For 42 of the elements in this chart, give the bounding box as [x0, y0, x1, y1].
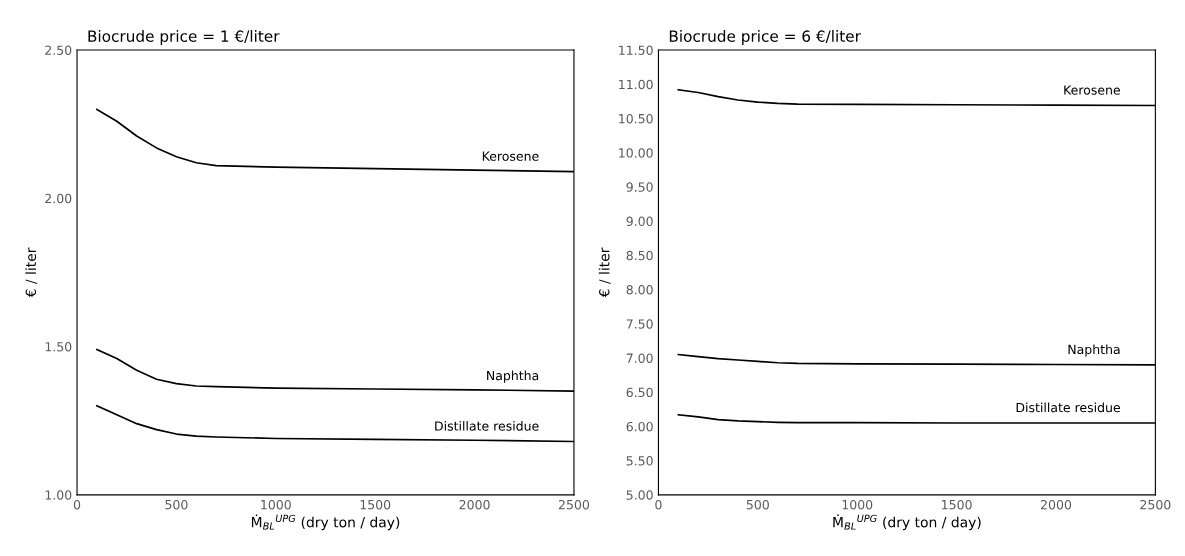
series-label: Kerosene: [482, 151, 539, 161]
x-tick-label: 2000: [1041, 499, 1072, 510]
y-tick-label: 9.00: [626, 216, 653, 227]
y-tick-label: 2.00: [45, 193, 72, 204]
y-tick-label: 6.00: [626, 421, 653, 432]
x-tick-label: 0: [655, 499, 662, 510]
y-tick-label: 5.00: [626, 490, 653, 500]
series-label: Distillate residue: [435, 421, 539, 431]
x-axis-title: Ṁ$_{BL}$$^{UPG}$ (dry ton / day): [251, 514, 400, 531]
y-tick-label: 8.00: [626, 285, 653, 295]
x-tick-label: 1500: [942, 499, 972, 510]
y-tick-label: 2.50: [45, 45, 72, 55]
y-tick-label: 7.00: [626, 353, 653, 363]
series-label: Naphtha: [1068, 344, 1120, 357]
x-tick-label: 500: [165, 499, 188, 510]
y-tick-label: 8.50: [626, 250, 653, 261]
chart-title: Biocrude price = 6 €/liter: [669, 30, 861, 45]
y-tick-label: 6.50: [626, 387, 653, 398]
y-tick-label: 11.00: [619, 79, 653, 90]
y-axis-title: € / liter: [25, 247, 38, 298]
series-label: Naphtha: [487, 370, 539, 383]
y-tick-label: 5.50: [626, 456, 653, 466]
y-tick-label: 1.50: [45, 342, 72, 352]
series-label: Kerosene: [1064, 85, 1120, 95]
y-tick-label: 11.50: [619, 45, 653, 55]
chart-title: Biocrude price = 1 €/liter: [88, 30, 280, 45]
x-tick-label: 500: [746, 499, 769, 510]
x-tick-label: 1000: [842, 499, 873, 510]
x-tick-label: 2500: [1140, 499, 1171, 510]
y-axis-title: € / liter: [598, 247, 611, 298]
x-tick-label: 0: [73, 499, 81, 510]
series-label: Distillate residue: [1016, 402, 1120, 413]
y-tick-label: 1.00: [45, 490, 72, 500]
y-tick-label: 9.50: [626, 182, 653, 192]
x-tick-label: 2000: [459, 499, 490, 510]
y-tick-label: 7.50: [626, 319, 653, 329]
x-tick-label: 1000: [261, 499, 291, 510]
x-tick-label: 2500: [558, 499, 590, 510]
x-axis-title: Ṁ$_{BL}$$^{UPG}$ (dry ton / day): [833, 514, 981, 531]
y-tick-label: 10.00: [619, 148, 653, 158]
x-tick-label: 1500: [360, 499, 391, 510]
y-tick-label: 10.50: [619, 113, 653, 124]
